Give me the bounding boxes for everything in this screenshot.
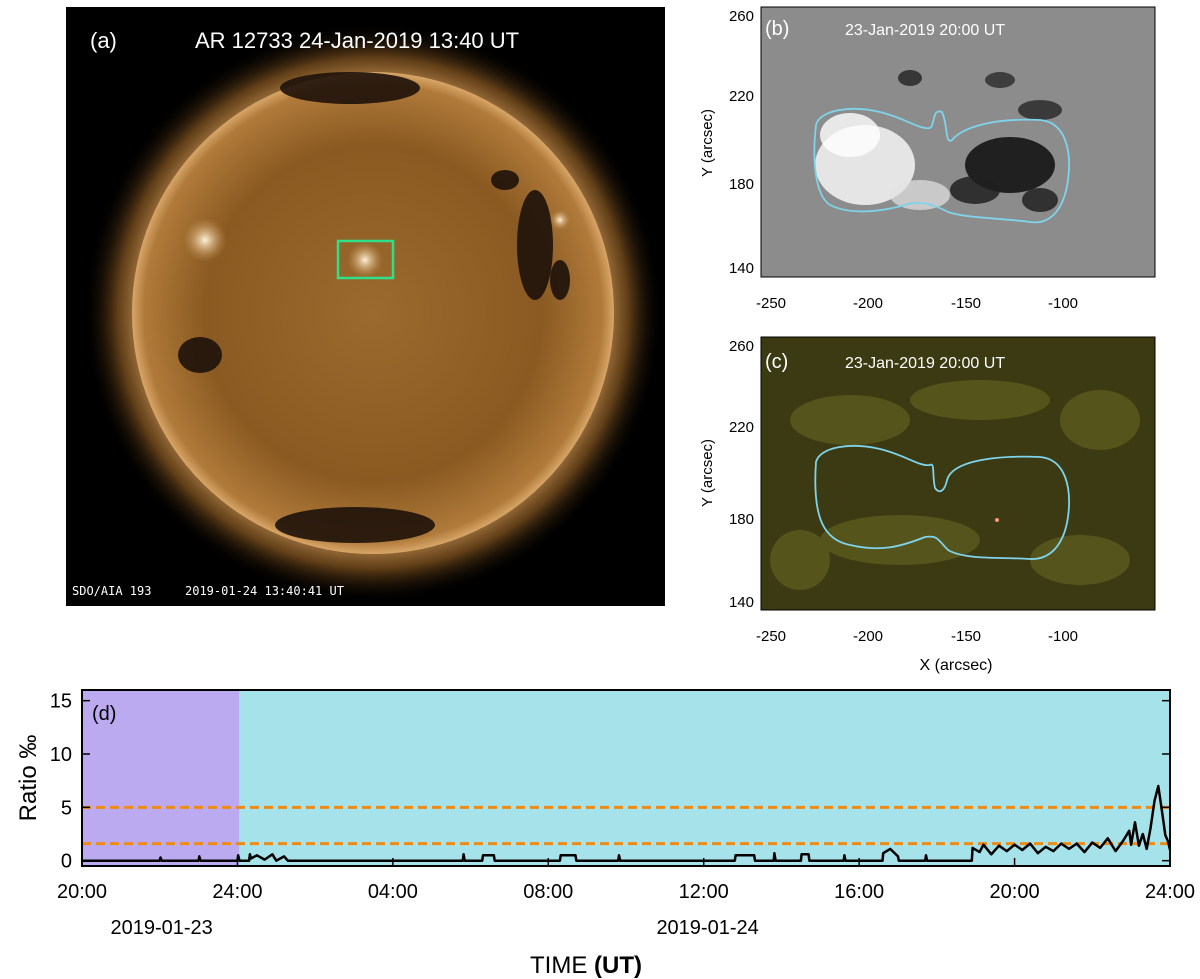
active-region-box — [336, 239, 395, 280]
panel-c-yticks: 260 220 180 140 — [729, 338, 754, 611]
panel-a: (a) AR 12733 24-Jan-2019 13:40 UT SDO/AI… — [66, 7, 665, 606]
panel-c-xlabel: X (arcsec) — [920, 657, 993, 674]
magnetogram-image — [761, 7, 1155, 277]
panel-b-contour — [813, 108, 1070, 224]
panel-c-xtick: -100 — [1048, 628, 1078, 645]
panel-c-frame — [760, 336, 1156, 611]
panel-a-label: (a) — [90, 28, 117, 53]
bright-regions — [183, 210, 570, 278]
y-tick-label: 10 — [50, 744, 72, 766]
panel-c-xtick: -250 — [756, 628, 786, 645]
panel-a-instrument: SDO/AIA 193 — [72, 584, 151, 598]
time-region — [239, 690, 1170, 866]
panel-d-xlabel: TIME (UT) — [530, 952, 642, 979]
x-tick-label: 16:00 — [834, 881, 884, 903]
y-tick-label: 0 — [61, 851, 72, 873]
panel-c-ytick: 140 — [729, 594, 754, 611]
panel-b-yticks: 260 220 180 140 — [729, 8, 754, 277]
panel-a-title: AR 12733 24-Jan-2019 13:40 UT — [195, 28, 519, 53]
panel-c-ytick: 260 — [729, 338, 754, 355]
panel-b-ytick: 180 — [729, 176, 754, 193]
panel-d-label: (d) — [92, 703, 116, 725]
panel-c-xtick: -150 — [951, 628, 981, 645]
y-tick-label: 5 — [61, 797, 72, 819]
y-tick-label: 15 — [50, 691, 72, 713]
solar-disk — [132, 72, 614, 554]
x-tick-label: 04:00 — [368, 881, 418, 903]
panel-b-xtick: -250 — [756, 295, 786, 312]
panel-d-frame — [81, 689, 1171, 867]
panel-d-ylabel: Ratio ‰ — [15, 735, 42, 822]
panel-b-xticks: -250 -200 -150 -100 — [756, 295, 1078, 312]
panel-b-ytick: 220 — [729, 88, 754, 105]
panel-b-xtick: -100 — [1048, 295, 1078, 312]
panel-b-title: 23-Jan-2019 20:00 UT — [845, 22, 1005, 39]
x-tick-label: 24:00 — [212, 881, 262, 903]
panel-c-label: (c) — [765, 351, 788, 373]
panel-c-ylabel: Y (arcsec) — [699, 439, 716, 507]
panel-c-ytick: 180 — [729, 511, 754, 528]
panel-b-ytick: 260 — [729, 8, 754, 25]
panel-c-xtick: -200 — [853, 628, 883, 645]
panel-b-xtick: -200 — [853, 295, 883, 312]
x-tick-label: 20:00 — [990, 881, 1040, 903]
panel-c: (c) 23-Jan-2019 20:00 UT 260 220 180 140… — [699, 336, 1156, 674]
magnetogram-polarities — [815, 70, 1062, 212]
panel-c-bright-point — [995, 518, 999, 522]
panel-c-title: 23-Jan-2019 20:00 UT — [845, 355, 1005, 372]
panel-b-label: (b) — [765, 18, 789, 40]
panel-c-ytick: 220 — [729, 419, 754, 436]
x-tick-label: 24:00 — [1145, 881, 1195, 903]
panel-c-xticks: -250 -200 -150 -100 — [756, 628, 1078, 645]
x-tick-label: 12:00 — [679, 881, 729, 903]
panel-b-frame — [760, 6, 1156, 278]
x-date-label: 2019-01-23 — [111, 917, 213, 939]
coronal-holes — [178, 72, 570, 543]
panel-a-timestamp: 2019-01-24 13:40:41 UT — [185, 584, 344, 598]
panel-b-ytick: 140 — [729, 260, 754, 277]
panel-b: (b) 23-Jan-2019 20:00 UT 260 220 180 140… — [699, 6, 1156, 312]
panel-b-xtick: -150 — [951, 295, 981, 312]
time-region — [82, 690, 240, 866]
x-tick-label: 08:00 — [523, 881, 573, 903]
panel-d-chart: 0 5 10 15 20:00 24:00 04:00 08:00 12:00 16:00 20:0… — [15, 689, 1195, 979]
x-date-label: 2019-01-24 — [656, 917, 758, 939]
x-tick-label: 20:00 — [57, 881, 107, 903]
panel-c-contour — [814, 445, 1070, 560]
panel-b-ylabel: Y (arcsec) — [699, 109, 716, 177]
ratio-series-line — [82, 784, 1172, 862]
continuum-texture — [770, 380, 1140, 590]
